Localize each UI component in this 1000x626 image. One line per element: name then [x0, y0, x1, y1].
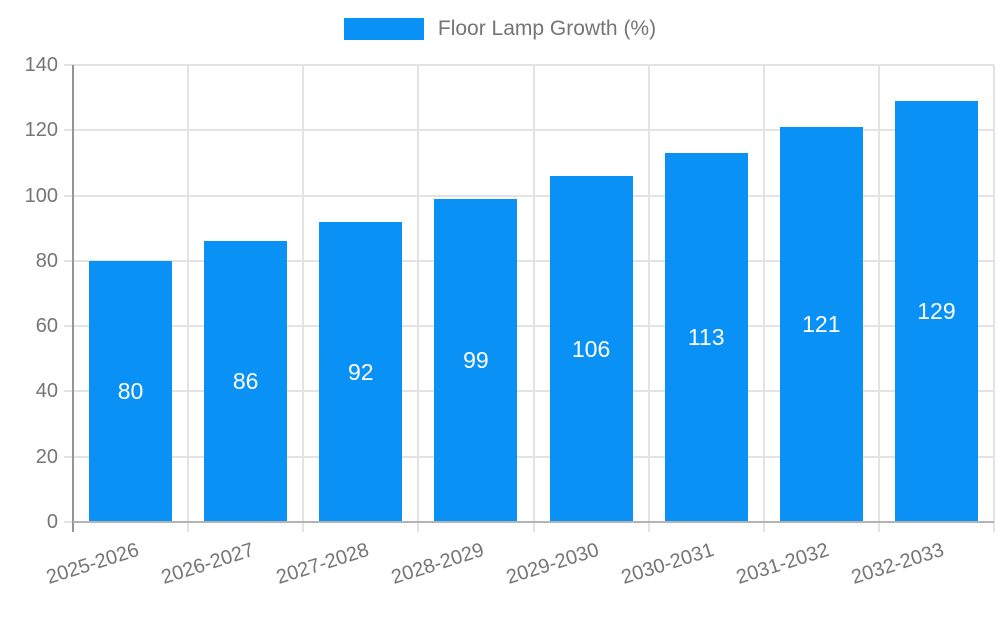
- bar[interactable]: 80: [89, 261, 173, 522]
- chart-legend[interactable]: Floor Lamp Growth (%): [0, 17, 1000, 41]
- y-tick-label: 20: [35, 445, 58, 468]
- h-gridline: [64, 390, 994, 393]
- v-gridline: [302, 65, 305, 532]
- bar-value-label: 86: [232, 368, 259, 394]
- bar-value-label: 80: [117, 378, 144, 404]
- x-axis-line: [73, 521, 994, 523]
- h-gridline: [64, 194, 994, 197]
- v-gridline: [417, 65, 420, 532]
- bar-chart-plot-area: 0 20 40 60 80 100 120 140 80 86 92 99 106 113 121 129 20…: [25, 54, 995, 589]
- y-tick-label: 100: [24, 184, 58, 207]
- legend-swatch[interactable]: [343, 18, 424, 40]
- legend-label: Floor Lamp Growth (%): [437, 17, 657, 40]
- v-gridline: [762, 65, 765, 532]
- y-tick-label: 60: [35, 315, 58, 338]
- y-zero-tick: [64, 521, 73, 523]
- v-gridline: [993, 65, 995, 532]
- y-axis-line: [72, 65, 74, 532]
- h-gridline: [64, 64, 994, 66]
- bar[interactable]: 129: [894, 101, 978, 522]
- bar-value-label: 99: [463, 347, 489, 373]
- y-tick-label: 40: [35, 380, 58, 403]
- h-gridline: [64, 455, 994, 458]
- v-gridline: [532, 65, 535, 532]
- bar-value-label: 113: [687, 324, 725, 350]
- bar-value-label: 106: [571, 335, 611, 362]
- h-gridline: [64, 129, 994, 132]
- bar[interactable]: 106: [549, 176, 633, 522]
- y-tick-label: 120: [24, 119, 58, 142]
- bar-value-label: 92: [348, 358, 374, 385]
- y-tick-label: 140: [24, 54, 58, 76]
- v-gridline: [647, 65, 650, 532]
- v-gridline: [877, 65, 880, 532]
- bar[interactable]: 99: [434, 199, 518, 522]
- bar[interactable]: 113: [664, 153, 748, 522]
- h-gridline: [64, 259, 994, 262]
- x-tick-label: 2032-2033: [849, 539, 948, 589]
- y-tick-label: 0: [46, 511, 58, 533]
- bar-value-label: 121: [802, 311, 841, 337]
- bar[interactable]: 86: [204, 241, 288, 522]
- bar[interactable]: 121: [779, 127, 863, 522]
- h-gridline: [64, 325, 994, 328]
- v-gridline: [187, 65, 190, 532]
- bar[interactable]: 92: [319, 222, 403, 522]
- y-tick-label: 80: [35, 249, 58, 272]
- bar-value-label: 129: [917, 298, 956, 324]
